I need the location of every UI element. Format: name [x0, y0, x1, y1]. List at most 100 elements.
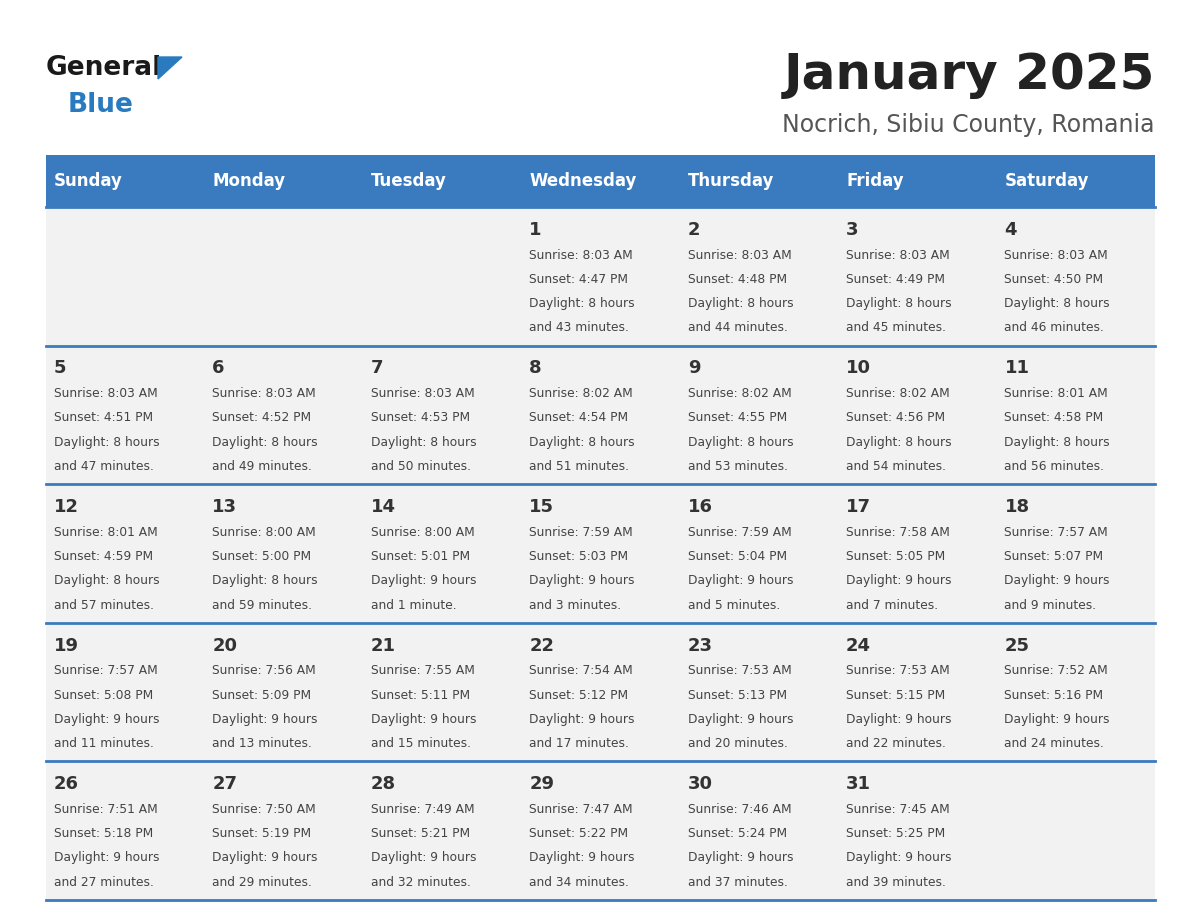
Bar [46, 345, 204, 484]
Bar [839, 345, 997, 484]
Text: Daylight: 8 hours: Daylight: 8 hours [371, 436, 476, 449]
Bar [522, 207, 680, 345]
Text: Daylight: 9 hours: Daylight: 9 hours [688, 575, 794, 588]
Text: Sunset: 5:18 PM: Sunset: 5:18 PM [53, 827, 153, 840]
Text: and 20 minutes.: and 20 minutes. [688, 737, 788, 750]
Text: and 39 minutes.: and 39 minutes. [846, 876, 946, 889]
Bar [997, 207, 1155, 345]
Text: Sunset: 4:58 PM: Sunset: 4:58 PM [1005, 411, 1104, 424]
Text: and 54 minutes.: and 54 minutes. [846, 460, 946, 473]
Bar [680, 484, 839, 622]
Text: Sunrise: 8:03 AM: Sunrise: 8:03 AM [688, 249, 791, 262]
Text: Sunset: 4:54 PM: Sunset: 4:54 PM [529, 411, 628, 424]
Text: and 57 minutes.: and 57 minutes. [53, 599, 154, 611]
Text: and 5 minutes.: and 5 minutes. [688, 599, 779, 611]
Text: and 56 minutes.: and 56 minutes. [1005, 460, 1105, 473]
Bar [362, 622, 522, 761]
Text: Sunrise: 8:00 AM: Sunrise: 8:00 AM [213, 526, 316, 539]
Text: Sunset: 4:50 PM: Sunset: 4:50 PM [1005, 273, 1104, 285]
Text: and 46 minutes.: and 46 minutes. [1005, 321, 1105, 334]
Text: Daylight: 9 hours: Daylight: 9 hours [371, 575, 476, 588]
Text: 24: 24 [846, 637, 871, 655]
Text: Sunset: 5:13 PM: Sunset: 5:13 PM [688, 688, 786, 701]
Text: Sunset: 5:05 PM: Sunset: 5:05 PM [846, 550, 946, 563]
Text: Sunrise: 7:57 AM: Sunrise: 7:57 AM [53, 665, 158, 677]
Text: 3: 3 [846, 221, 859, 239]
Text: Daylight: 8 hours: Daylight: 8 hours [1005, 436, 1110, 449]
Text: 10: 10 [846, 360, 871, 377]
Text: 23: 23 [688, 637, 713, 655]
Text: 5: 5 [53, 360, 67, 377]
Text: and 29 minutes.: and 29 minutes. [213, 876, 312, 889]
Text: Thursday: Thursday [688, 172, 775, 190]
Text: Nocrich, Sibiu County, Romania: Nocrich, Sibiu County, Romania [783, 113, 1155, 137]
Text: Sunset: 5:09 PM: Sunset: 5:09 PM [213, 688, 311, 701]
Text: and 22 minutes.: and 22 minutes. [846, 737, 946, 750]
Text: 26: 26 [53, 776, 78, 793]
Bar [204, 761, 362, 900]
Text: Daylight: 9 hours: Daylight: 9 hours [846, 575, 952, 588]
Text: 6: 6 [213, 360, 225, 377]
Text: General: General [46, 55, 163, 81]
Text: Sunset: 5:08 PM: Sunset: 5:08 PM [53, 688, 153, 701]
Text: 27: 27 [213, 776, 238, 793]
Text: and 51 minutes.: and 51 minutes. [529, 460, 630, 473]
Bar [46, 622, 204, 761]
Text: and 1 minute.: and 1 minute. [371, 599, 456, 611]
Text: Sunset: 5:11 PM: Sunset: 5:11 PM [371, 688, 470, 701]
Text: 25: 25 [1005, 637, 1030, 655]
Text: 14: 14 [371, 498, 396, 516]
Text: Sunset: 4:51 PM: Sunset: 4:51 PM [53, 411, 153, 424]
Text: Sunrise: 7:51 AM: Sunrise: 7:51 AM [53, 803, 158, 816]
Bar [46, 761, 204, 900]
Text: Sunrise: 8:01 AM: Sunrise: 8:01 AM [1005, 387, 1108, 400]
Text: Sunrise: 7:56 AM: Sunrise: 7:56 AM [213, 665, 316, 677]
Text: Daylight: 9 hours: Daylight: 9 hours [529, 852, 634, 865]
Text: 22: 22 [529, 637, 555, 655]
Text: Sunset: 4:59 PM: Sunset: 4:59 PM [53, 550, 153, 563]
Bar [839, 622, 997, 761]
Text: Daylight: 9 hours: Daylight: 9 hours [53, 713, 159, 726]
Text: 17: 17 [846, 498, 871, 516]
Text: Daylight: 8 hours: Daylight: 8 hours [529, 436, 634, 449]
Bar [997, 622, 1155, 761]
Polygon shape [158, 57, 182, 79]
Bar [522, 761, 680, 900]
Text: 16: 16 [688, 498, 713, 516]
Bar [997, 345, 1155, 484]
Bar [362, 761, 522, 900]
Bar [204, 484, 362, 622]
Text: Sunrise: 7:53 AM: Sunrise: 7:53 AM [846, 665, 950, 677]
Text: Sunset: 5:00 PM: Sunset: 5:00 PM [213, 550, 311, 563]
Text: Sunrise: 7:49 AM: Sunrise: 7:49 AM [371, 803, 474, 816]
Text: Daylight: 9 hours: Daylight: 9 hours [371, 852, 476, 865]
Text: Sunrise: 8:01 AM: Sunrise: 8:01 AM [53, 526, 158, 539]
Text: and 15 minutes.: and 15 minutes. [371, 737, 470, 750]
Text: Daylight: 9 hours: Daylight: 9 hours [529, 713, 634, 726]
Text: and 53 minutes.: and 53 minutes. [688, 460, 788, 473]
Text: 18: 18 [1005, 498, 1030, 516]
Text: Friday: Friday [846, 172, 904, 190]
Text: Sunset: 5:07 PM: Sunset: 5:07 PM [1005, 550, 1104, 563]
Text: Sunset: 5:25 PM: Sunset: 5:25 PM [846, 827, 946, 840]
Text: Tuesday: Tuesday [371, 172, 447, 190]
Text: Sunrise: 8:00 AM: Sunrise: 8:00 AM [371, 526, 474, 539]
Bar [680, 761, 839, 900]
Text: Sunset: 5:16 PM: Sunset: 5:16 PM [1005, 688, 1104, 701]
Text: and 45 minutes.: and 45 minutes. [846, 321, 946, 334]
Text: Daylight: 9 hours: Daylight: 9 hours [688, 852, 794, 865]
Text: Sunrise: 7:46 AM: Sunrise: 7:46 AM [688, 803, 791, 816]
Text: Saturday: Saturday [1005, 172, 1089, 190]
Text: Daylight: 8 hours: Daylight: 8 hours [688, 436, 794, 449]
Bar [997, 484, 1155, 622]
Bar [839, 761, 997, 900]
Text: Sunrise: 7:59 AM: Sunrise: 7:59 AM [688, 526, 791, 539]
Text: Sunrise: 7:58 AM: Sunrise: 7:58 AM [846, 526, 950, 539]
Text: Sunset: 5:03 PM: Sunset: 5:03 PM [529, 550, 628, 563]
Bar [680, 345, 839, 484]
Text: Sunrise: 7:52 AM: Sunrise: 7:52 AM [1005, 665, 1108, 677]
Text: Daylight: 9 hours: Daylight: 9 hours [688, 713, 794, 726]
Text: 7: 7 [371, 360, 384, 377]
Text: and 11 minutes.: and 11 minutes. [53, 737, 153, 750]
Text: Sunrise: 7:47 AM: Sunrise: 7:47 AM [529, 803, 633, 816]
